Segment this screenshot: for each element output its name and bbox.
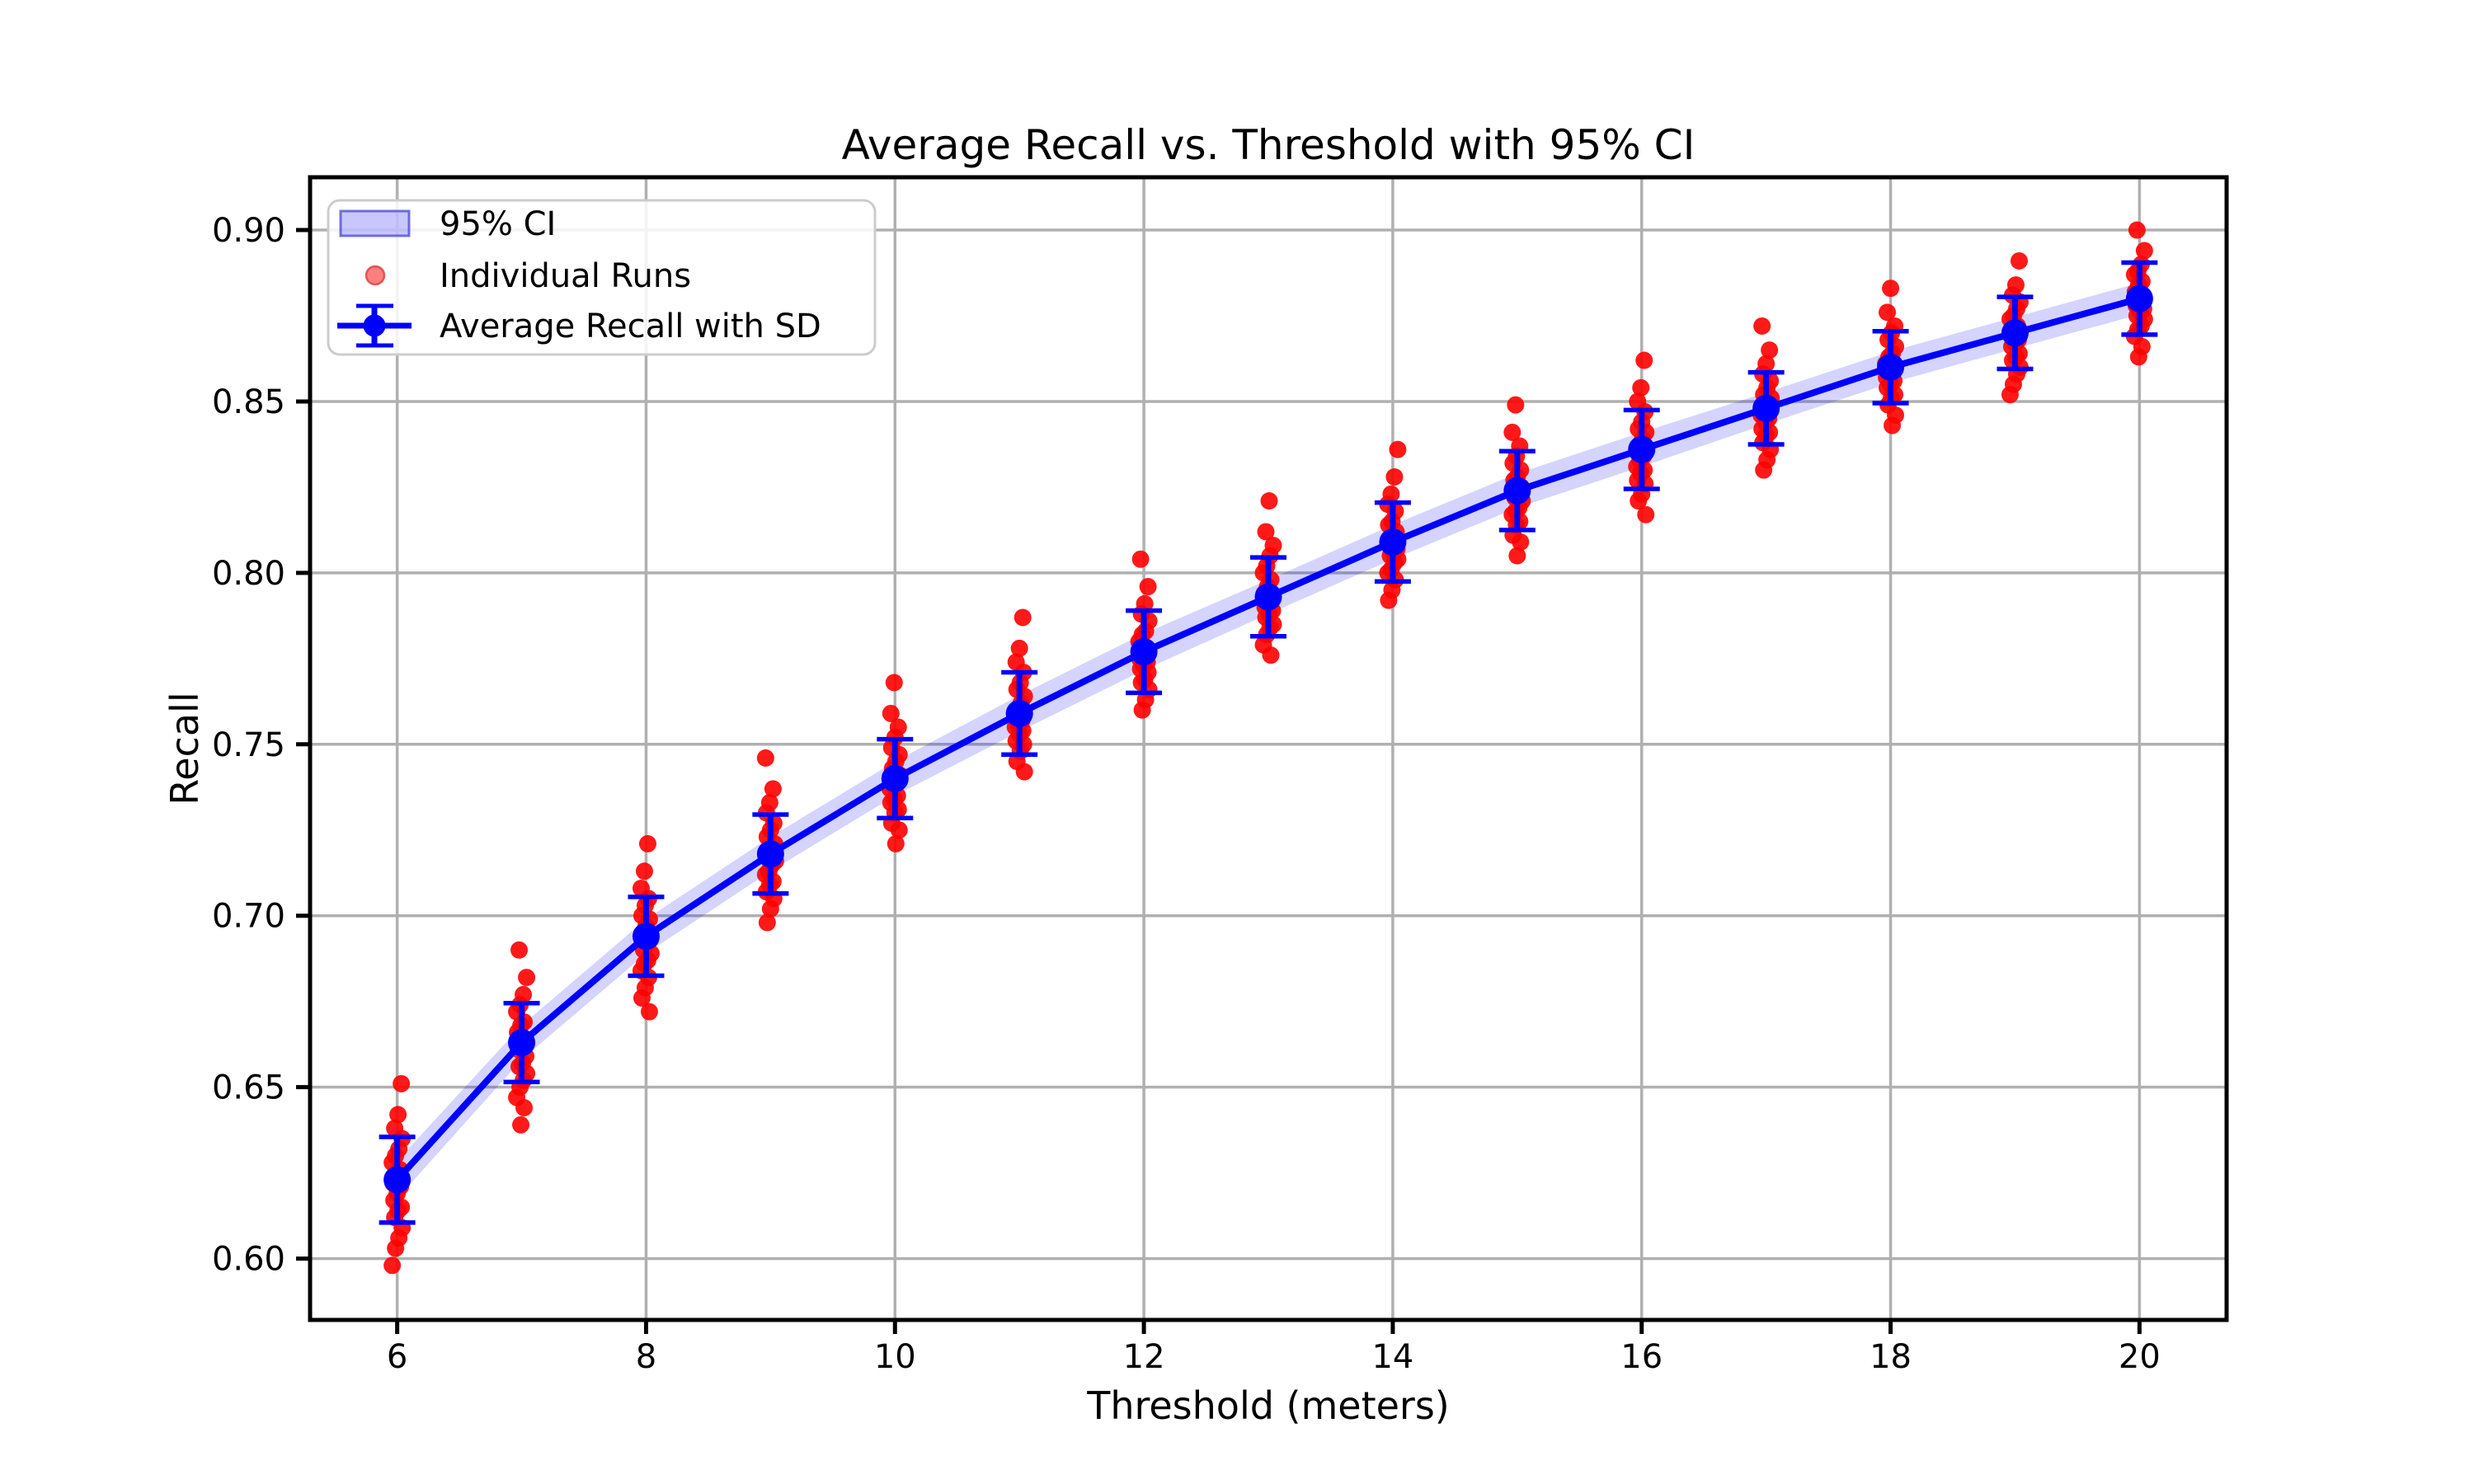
mean-point — [383, 1166, 412, 1194]
y-axis-label: Recall — [162, 692, 207, 805]
legend-box — [327, 199, 877, 356]
run-dot — [386, 1120, 404, 1138]
ci-band-area — [397, 283, 2140, 1199]
run-dot — [1508, 547, 1526, 565]
run-dot — [1389, 440, 1407, 458]
run-dot — [1879, 303, 1897, 322]
legend-label-average: Average Recall with SD — [440, 308, 821, 345]
run-dot — [1882, 279, 1900, 298]
run-dot — [632, 879, 650, 897]
run-dot — [1629, 392, 1647, 411]
run-dot — [640, 1003, 658, 1021]
mean-point — [508, 1029, 536, 1057]
errorbar-marker-icon — [337, 303, 412, 348]
run-dot — [885, 674, 903, 692]
run-dot — [889, 718, 907, 736]
mean-point — [1503, 477, 1531, 505]
run-dot — [1257, 523, 1275, 541]
run-dot — [1503, 423, 1522, 441]
run-dot — [1753, 317, 1771, 335]
x-tick-label: 20 — [2119, 1338, 2161, 1376]
y-tick-label: 0.85 — [212, 383, 285, 421]
y-tick-label: 0.90 — [212, 212, 285, 250]
x-tick-label: 8 — [636, 1338, 656, 1376]
run-dot — [1635, 351, 1653, 369]
mean-point — [1752, 394, 1780, 422]
legend-label-ci: 95% CI — [440, 205, 556, 243]
chart-title: Average Recall vs. Threshold with 95% CI — [842, 121, 1696, 169]
run-dot — [1010, 639, 1028, 657]
run-dot — [1761, 341, 1779, 359]
run-dot — [2006, 276, 2025, 294]
run-dot — [393, 1074, 411, 1092]
mean-point — [1379, 528, 1407, 556]
run-dot — [1385, 467, 1404, 486]
run-dot — [887, 834, 905, 852]
run-dot — [512, 1115, 530, 1134]
mean-point — [1628, 435, 1656, 463]
y-tick-label: 0.60 — [212, 1241, 285, 1279]
individual-runs-marker-icon — [365, 265, 386, 286]
run-dot — [758, 913, 776, 932]
average-recall-line — [393, 295, 2143, 1183]
y-tick-label: 0.70 — [212, 898, 285, 936]
average-recall-errorbar-line — [379, 260, 2158, 1225]
x-tick-label: 14 — [1371, 1338, 1413, 1376]
y-tick-label: 0.75 — [212, 726, 285, 764]
run-dot — [1757, 355, 1776, 373]
axes-spines — [308, 175, 2229, 1322]
mean-point — [1254, 583, 1282, 611]
run-dot — [389, 1106, 407, 1124]
run-dot — [510, 941, 529, 959]
x-tick-label: 12 — [1123, 1338, 1165, 1376]
run-dot — [882, 704, 900, 722]
run-dot — [1014, 608, 1032, 627]
run-dot — [518, 969, 536, 987]
x-tick-label: 6 — [387, 1338, 407, 1376]
run-dot — [635, 862, 653, 881]
x-tick-label: 18 — [1870, 1338, 1912, 1376]
mean-point — [881, 764, 909, 792]
mean-point — [2125, 284, 2153, 312]
run-dot — [764, 780, 782, 798]
mean-point — [632, 923, 660, 951]
run-dot — [1632, 378, 1650, 397]
x-axis-label: Threshold (meters) — [1086, 1383, 1450, 1428]
run-dot — [756, 749, 774, 767]
mean-point — [1877, 353, 1905, 381]
legend-label-runs: Individual Runs — [440, 257, 691, 295]
run-dot — [1382, 485, 1400, 503]
ci-band-swatch-icon — [339, 209, 411, 237]
run-dot — [1260, 492, 1278, 510]
x-tick-label: 16 — [1620, 1338, 1663, 1376]
run-dot — [1637, 505, 1655, 524]
run-dot — [1507, 396, 1525, 414]
axes-frame — [308, 175, 2229, 1322]
x-tick-label: 10 — [874, 1338, 916, 1376]
ci-band — [397, 283, 2140, 1199]
run-dot — [515, 985, 533, 1003]
run-dot — [2010, 251, 2028, 270]
mean-point — [2001, 319, 2029, 347]
run-dot — [2128, 221, 2146, 239]
run-dot — [1007, 653, 1025, 671]
run-dot — [383, 1256, 402, 1275]
tick-marks-and-labels: 6 8 10 12 14 16 18 20 0.60 0.65 0.70 0.75 0.80 0.85 0.… — [212, 212, 2161, 1376]
mean-point — [1005, 699, 1033, 727]
run-dot — [1131, 550, 1150, 568]
run-dot — [1139, 578, 1157, 596]
run-dot — [2135, 242, 2153, 260]
run-dot — [760, 793, 778, 811]
mean-point — [1130, 638, 1158, 666]
y-tick-label: 0.80 — [212, 555, 285, 593]
mean-point — [756, 840, 784, 868]
run-dot — [1136, 594, 1154, 613]
y-tick-label: 0.65 — [212, 1069, 285, 1107]
run-dot — [1264, 537, 1282, 555]
legend: 95% CI Individual Runs Average Recall wi… — [327, 199, 877, 356]
run-dot — [638, 834, 656, 852]
